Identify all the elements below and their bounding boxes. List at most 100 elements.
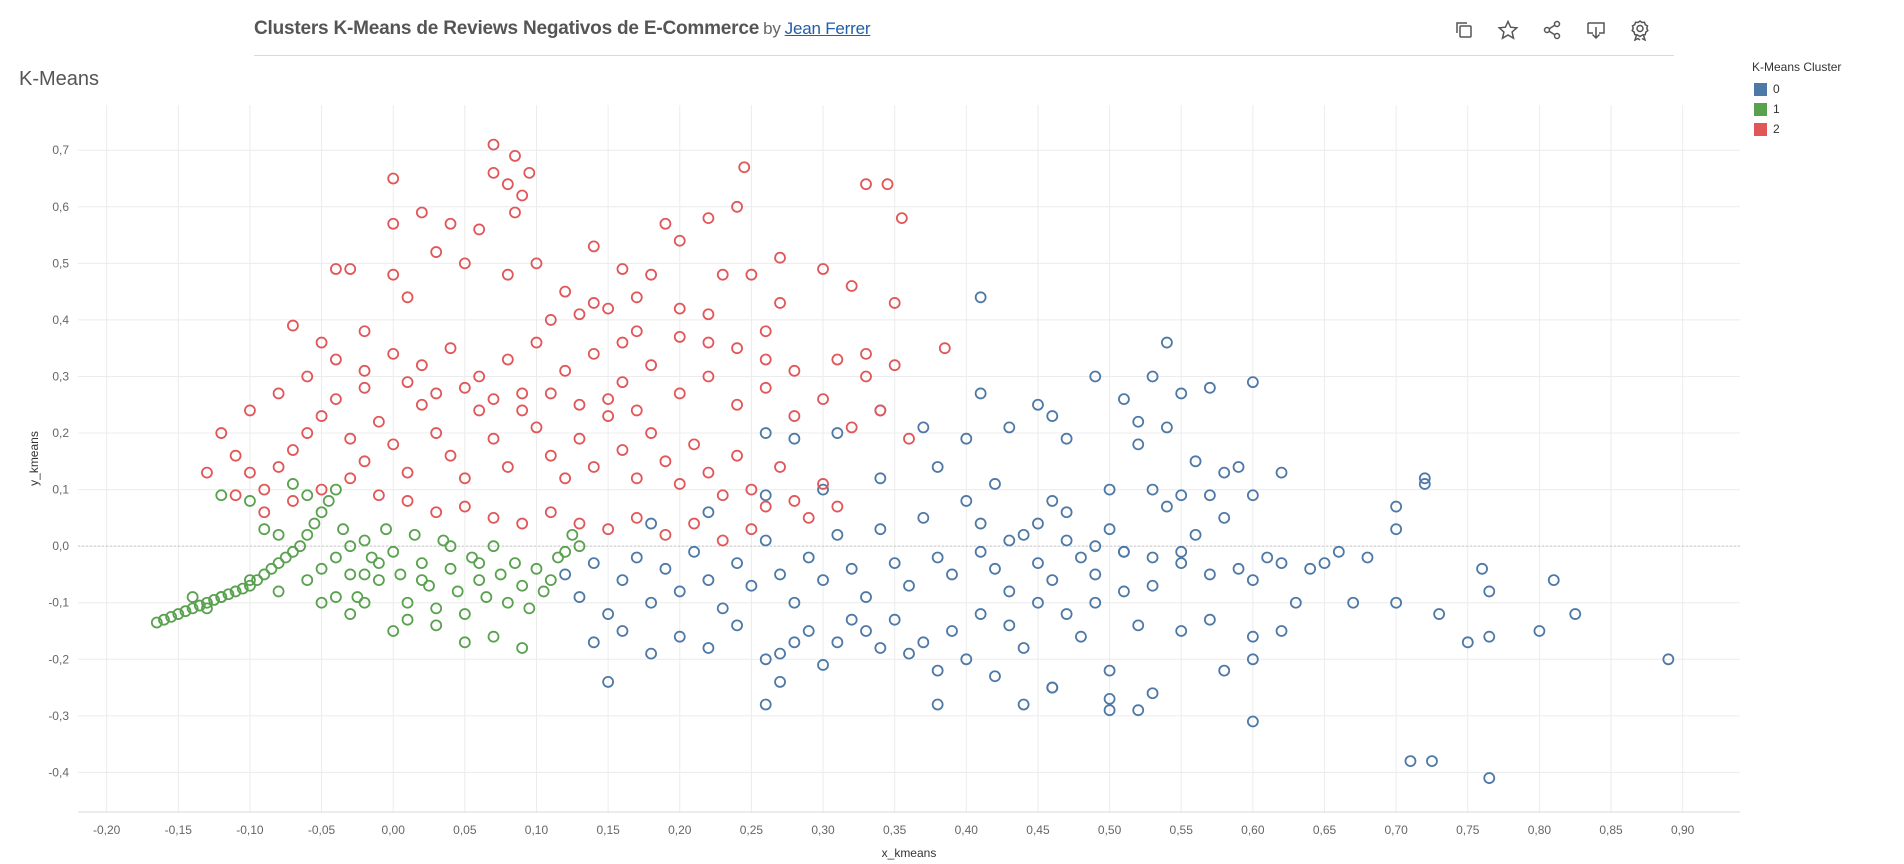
author-link[interactable]: Jean Ferrer — [784, 19, 871, 38]
data-point-cluster-1 — [172, 608, 185, 620]
data-point-cluster-0 — [1275, 625, 1288, 637]
data-point-cluster-0 — [1203, 613, 1216, 626]
data-point-cluster-1 — [501, 596, 514, 609]
data-point-cluster-0 — [587, 557, 600, 570]
data-point-cluster-2 — [358, 364, 371, 377]
data-point-cluster-2 — [659, 528, 672, 541]
data-point-cluster-0 — [860, 625, 872, 637]
data-point-cluster-0 — [1189, 528, 1202, 541]
data-point-cluster-2 — [401, 376, 414, 389]
data-point-cluster-0 — [974, 517, 987, 530]
data-point-cluster-2 — [458, 381, 471, 394]
legend-swatch-1 — [1754, 102, 1767, 116]
data-point-cluster-1 — [544, 574, 557, 587]
data-point-cluster-0 — [1118, 393, 1130, 406]
data-point-cluster-0 — [1418, 472, 1431, 485]
x-tick-label: 0,45 — [1026, 823, 1050, 837]
data-point-cluster-1 — [430, 619, 443, 632]
x-tick-label: 0,30 — [811, 823, 835, 837]
data-point-cluster-2 — [759, 500, 772, 513]
duplicate-icon — [1456, 22, 1472, 38]
data-point-cluster-0 — [1060, 608, 1073, 620]
data-point-cluster-2 — [573, 308, 586, 321]
legend-item-1[interactable]: 1 — [1752, 99, 1841, 119]
data-point-cluster-0 — [1361, 551, 1374, 564]
data-point-cluster-2 — [344, 432, 357, 445]
data-point-cluster-2 — [788, 495, 801, 507]
legend-label-1: 1 — [1773, 102, 1780, 116]
data-point-cluster-2 — [888, 359, 901, 372]
duplicate-button[interactable] — [1452, 18, 1476, 42]
x-tick-label: 0,40 — [955, 823, 979, 837]
data-point-cluster-2 — [774, 297, 786, 309]
data-point-cluster-0 — [1483, 772, 1496, 784]
data-point-cluster-0 — [1075, 551, 1087, 564]
data-point-cluster-0 — [688, 545, 700, 558]
data-point-cluster-0 — [888, 613, 901, 626]
data-point-cluster-2 — [215, 427, 228, 439]
data-point-cluster-0 — [1304, 562, 1317, 575]
x-tick-label: 0,90 — [1671, 823, 1695, 837]
data-point-cluster-0 — [845, 613, 858, 626]
data-point-cluster-0 — [1289, 596, 1302, 609]
data-point-cluster-2 — [645, 268, 658, 281]
download-button[interactable] — [1584, 18, 1608, 42]
data-point-cluster-0 — [931, 698, 944, 711]
data-point-cluster-1 — [380, 523, 392, 536]
data-point-cluster-0 — [946, 625, 958, 637]
data-point-cluster-0 — [1426, 755, 1438, 767]
data-point-cluster-2 — [444, 217, 457, 230]
data-point-cluster-2 — [645, 359, 658, 372]
data-point-cluster-2 — [688, 438, 700, 451]
data-point-cluster-1 — [215, 489, 228, 502]
data-point-cluster-0 — [946, 568, 958, 581]
data-point-cluster-0 — [759, 427, 772, 439]
data-point-cluster-2 — [372, 415, 385, 428]
data-point-cluster-2 — [387, 172, 400, 185]
data-point-cluster-0 — [1332, 545, 1345, 558]
data-point-cluster-0 — [974, 545, 987, 558]
data-point-cluster-2 — [301, 427, 314, 439]
data-point-cluster-0 — [1218, 466, 1231, 479]
data-point-cluster-0 — [888, 557, 901, 570]
data-point-cluster-2 — [487, 432, 500, 445]
data-point-cluster-0 — [1146, 687, 1159, 700]
data-point-cluster-0 — [759, 653, 772, 666]
data-point-cluster-0 — [573, 591, 586, 603]
data-point-cluster-1 — [287, 545, 299, 558]
share-button[interactable] — [1540, 18, 1564, 42]
data-point-cluster-0 — [802, 625, 815, 637]
data-point-cluster-1 — [444, 562, 457, 575]
data-point-cluster-2 — [559, 472, 572, 485]
legend-item-0[interactable]: 0 — [1752, 79, 1841, 99]
data-point-cluster-2 — [745, 268, 758, 281]
data-point-cluster-0 — [1003, 534, 1016, 547]
data-point-cluster-2 — [473, 223, 486, 236]
legend-item-2[interactable]: 2 — [1752, 119, 1841, 139]
data-point-cluster-1 — [487, 540, 500, 553]
data-point-cluster-0 — [1246, 489, 1259, 502]
data-point-cluster-0 — [1218, 511, 1231, 524]
data-point-cluster-0 — [1261, 551, 1274, 564]
data-point-cluster-2 — [530, 336, 543, 349]
data-point-cluster-1 — [150, 616, 163, 629]
data-point-cluster-1 — [408, 528, 421, 541]
x-tick-label: 0,85 — [1599, 823, 1623, 837]
data-point-cluster-0 — [559, 568, 572, 581]
data-point-cluster-0 — [931, 551, 944, 564]
data-point-cluster-1 — [444, 540, 457, 553]
data-point-cluster-0 — [974, 291, 987, 304]
favorite-button[interactable] — [1496, 18, 1520, 42]
x-tick-label: 0,05 — [453, 823, 477, 837]
data-point-cluster-0 — [1003, 421, 1016, 434]
viz-of-the-day-button[interactable] — [1628, 18, 1652, 42]
data-point-cluster-2 — [201, 466, 213, 479]
data-point-cluster-2 — [544, 506, 557, 519]
data-point-cluster-2 — [544, 449, 557, 462]
data-point-cluster-2 — [731, 342, 743, 355]
data-point-cluster-2 — [501, 268, 514, 281]
data-point-cluster-0 — [1390, 596, 1403, 609]
x-tick-label: 0,50 — [1098, 823, 1122, 837]
data-point-cluster-2 — [315, 336, 328, 349]
data-point-cluster-1 — [552, 551, 564, 564]
